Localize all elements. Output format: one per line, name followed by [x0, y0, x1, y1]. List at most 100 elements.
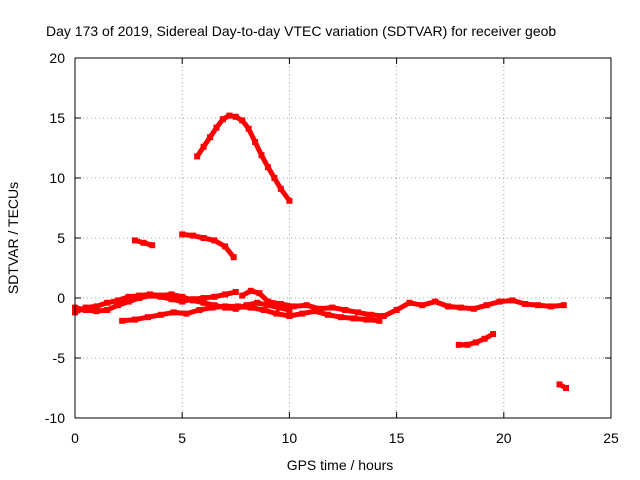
data-point	[457, 304, 464, 311]
data-point	[179, 293, 186, 300]
data-point	[239, 117, 246, 124]
data-point	[342, 307, 349, 313]
data-point	[211, 293, 218, 300]
series-line	[74, 289, 237, 314]
data-point	[490, 331, 497, 337]
data-point	[211, 237, 218, 244]
data-point	[144, 314, 151, 321]
data-series	[72, 112, 569, 391]
data-point	[104, 307, 111, 313]
x-tick-label: 20	[496, 430, 512, 446]
data-point	[290, 303, 297, 310]
data-point	[147, 292, 153, 299]
data-point	[196, 307, 203, 313]
data-point	[200, 299, 207, 306]
y-tick-label: 5	[57, 230, 65, 246]
x-tick-label: 0	[71, 430, 79, 446]
data-point	[170, 309, 177, 316]
y-tick-label: -5	[53, 350, 66, 366]
data-point	[277, 185, 284, 192]
data-point	[230, 254, 237, 261]
data-point	[299, 310, 306, 317]
data-point	[277, 301, 284, 307]
data-point	[200, 295, 207, 301]
data-point	[256, 290, 263, 297]
data-point	[509, 297, 516, 304]
axis-ticks	[74, 57, 612, 419]
data-point	[393, 307, 400, 313]
data-point	[316, 305, 323, 312]
data-point	[254, 299, 261, 306]
series-arc-8	[455, 331, 497, 348]
data-point	[455, 341, 462, 348]
data-point	[168, 296, 175, 303]
data-point	[125, 293, 132, 300]
data-point	[432, 298, 439, 305]
data-point	[194, 153, 201, 160]
data-point	[93, 303, 100, 310]
data-point	[325, 311, 331, 318]
data-point	[189, 232, 196, 239]
data-point	[419, 302, 426, 309]
data-point	[114, 297, 121, 304]
x-tick-label: 25	[603, 430, 619, 446]
data-point	[273, 310, 280, 317]
data-point	[222, 243, 229, 250]
data-point	[312, 308, 319, 315]
data-point	[265, 164, 271, 171]
series-arc-5	[194, 112, 293, 204]
data-point	[136, 295, 143, 301]
x-axis-label: GPS time / hours	[287, 457, 394, 473]
data-point	[189, 296, 196, 303]
data-point	[483, 302, 490, 309]
data-point	[119, 317, 126, 324]
series-arc-9	[556, 381, 569, 391]
data-point	[157, 311, 164, 318]
data-point	[560, 302, 567, 309]
y-tick-label: 15	[49, 110, 65, 126]
data-point	[209, 304, 216, 311]
series-arc-6	[179, 231, 237, 261]
data-point	[380, 313, 387, 319]
series-arc-3	[119, 303, 383, 324]
data-point	[179, 231, 186, 238]
data-point	[179, 298, 186, 305]
data-point	[114, 302, 121, 309]
data-point	[367, 311, 374, 318]
data-point	[252, 139, 259, 145]
data-point	[125, 298, 132, 305]
y-tick-label: 0	[57, 290, 65, 306]
data-point	[470, 305, 477, 312]
data-point	[363, 316, 370, 323]
data-point	[200, 143, 207, 150]
data-point	[222, 303, 229, 310]
data-point	[200, 235, 207, 241]
data-point	[82, 307, 89, 313]
y-tick-label: 20	[49, 50, 65, 66]
data-point	[496, 298, 503, 305]
x-tick-label: 5	[178, 430, 186, 446]
data-point	[265, 298, 271, 305]
data-point	[286, 313, 293, 319]
grid-lines	[75, 58, 611, 418]
data-point	[337, 314, 344, 321]
data-point	[265, 302, 271, 309]
data-point	[213, 124, 220, 131]
data-point	[132, 316, 138, 323]
data-point	[350, 315, 357, 322]
data-point	[157, 293, 164, 300]
data-point	[247, 304, 254, 311]
data-point	[222, 291, 229, 298]
data-point	[563, 385, 569, 391]
data-point	[207, 134, 214, 141]
data-point	[149, 242, 156, 249]
data-point	[464, 341, 471, 348]
data-point	[232, 113, 239, 120]
data-point	[472, 339, 479, 346]
data-point	[260, 307, 267, 313]
data-point	[355, 309, 361, 316]
data-point	[481, 335, 488, 342]
data-point	[286, 307, 293, 313]
data-point	[132, 237, 138, 244]
